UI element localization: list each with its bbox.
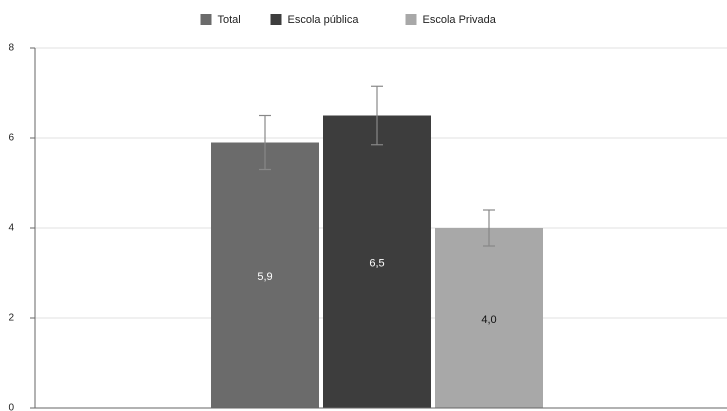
- data-label: 4,0: [481, 314, 496, 326]
- legend-swatch: [270, 14, 282, 25]
- y-tick-label: 4: [8, 223, 14, 234]
- data-label: 6,5: [369, 258, 384, 270]
- error-bar: [371, 85, 383, 146]
- data-label: 5,9: [257, 271, 272, 283]
- legend-label: Escola Privada: [423, 14, 497, 26]
- legend-label: Escola pública: [288, 14, 360, 26]
- legend-label: Total: [218, 14, 241, 26]
- y-tick-label: 6: [8, 133, 14, 144]
- y-tick-label: 2: [8, 313, 14, 324]
- bar: [435, 228, 543, 408]
- y-tick-label: 0: [8, 403, 14, 411]
- bar: [323, 115, 431, 408]
- legend-swatch: [200, 14, 212, 25]
- error-bar: [259, 114, 271, 171]
- error-bar: [483, 209, 495, 247]
- y-tick-label: 8: [8, 43, 14, 54]
- bar: [211, 142, 319, 408]
- legend-swatch: [405, 14, 417, 25]
